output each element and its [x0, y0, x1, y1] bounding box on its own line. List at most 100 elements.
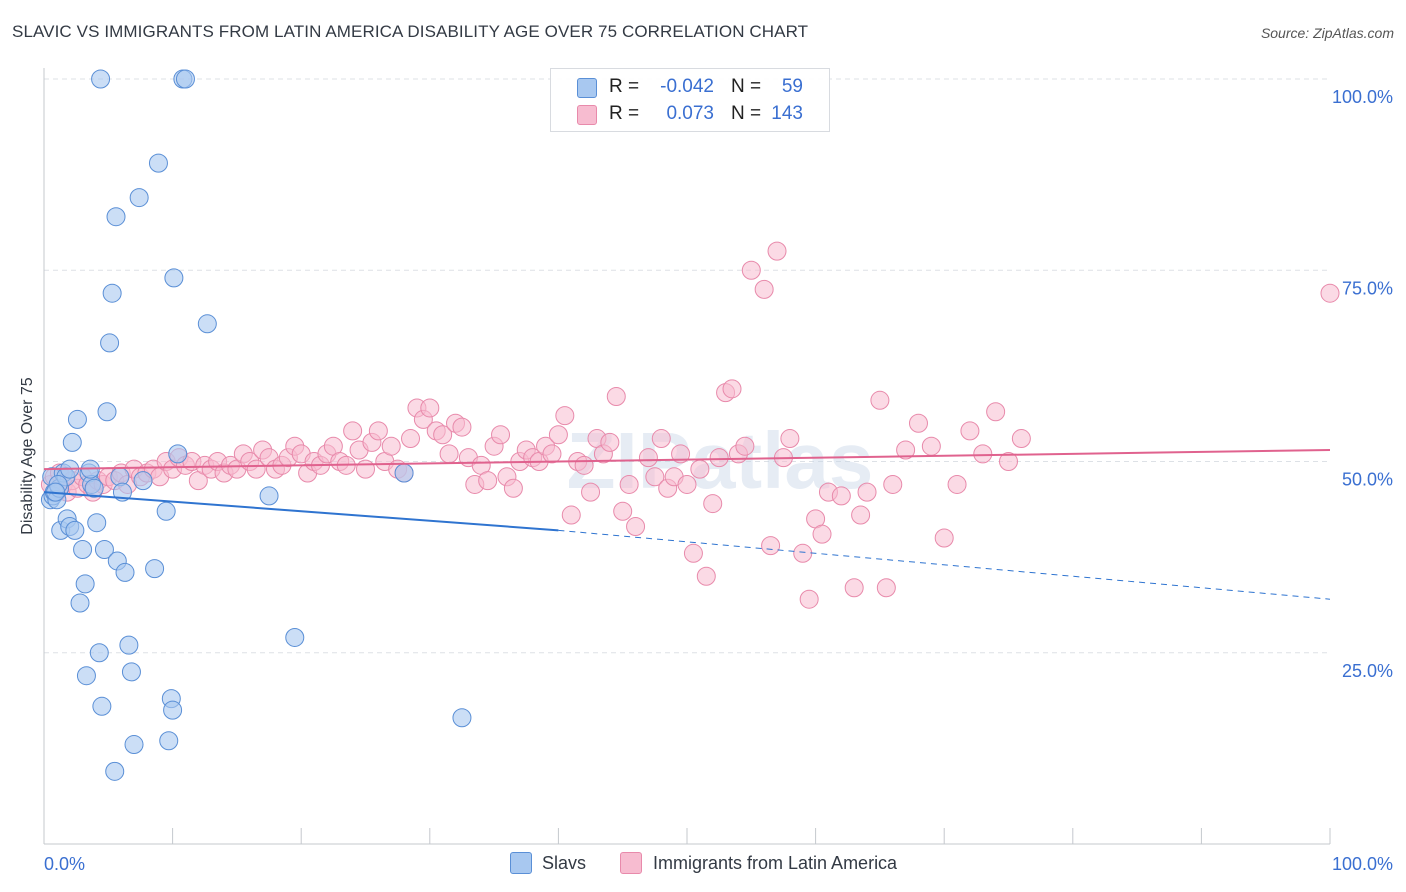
correlation-legend: R = -0.042 N = 59 R = 0.073 N = 143 [550, 68, 830, 132]
slavs-point [285, 627, 305, 647]
latin-america-point [793, 543, 813, 563]
latin-america-point [452, 417, 472, 437]
latin-america-point [703, 494, 723, 514]
slavs-point [67, 409, 87, 429]
slavs-point [84, 478, 104, 498]
latin-america-point [870, 390, 890, 410]
x-tick-label: 100.0% [1332, 854, 1393, 874]
legend-n-value: 59 [781, 76, 803, 97]
slavs-trend-extension [558, 529, 1331, 600]
latin-america-point [696, 566, 716, 586]
slavs-swatch [577, 78, 597, 98]
latin-america-point [857, 482, 877, 502]
latin-america-point [683, 543, 703, 563]
slavs-point [394, 463, 414, 483]
slavs-point [145, 559, 165, 579]
grid-layer [44, 78, 1330, 654]
latin-legend-label: Immigrants from Latin America [653, 853, 898, 873]
latin-america-trend-line [43, 449, 1331, 471]
latin-america-point [735, 436, 755, 456]
slavs-swatch [510, 852, 532, 874]
slavs-point [159, 731, 179, 751]
slavs-point [91, 69, 111, 89]
latin-america-point [831, 486, 851, 506]
latin-america-point [638, 448, 658, 468]
latin-america-point [1320, 283, 1340, 303]
source-credit: Source: ZipAtlas.com [1260, 25, 1394, 41]
slavs-point [164, 268, 184, 288]
axis-layer [43, 68, 1331, 845]
slavs-point [65, 520, 85, 540]
latin-america-point [896, 440, 916, 460]
latin-swatch [577, 105, 597, 125]
latin-america-point [767, 241, 787, 261]
latin-america-point [947, 474, 967, 494]
latin-america-point [799, 589, 819, 609]
slavs-point [89, 643, 109, 663]
latin-america-point [574, 455, 594, 475]
y-tick-label: 50.0% [1342, 470, 1393, 490]
latin-swatch [620, 852, 642, 874]
latin-america-point [433, 425, 453, 445]
legend-r-value: 0.073 [666, 103, 714, 124]
latin-america-point [600, 432, 620, 452]
latin-america-point [503, 478, 523, 498]
trend-layer [43, 449, 1331, 600]
x-tick-label: 0.0% [44, 854, 85, 874]
legend-n-label: N = [731, 103, 762, 124]
latin-america-point [368, 421, 388, 441]
slavs-point [87, 513, 107, 533]
latin-america-point [555, 406, 575, 426]
latin-america-point [613, 501, 633, 521]
slavs-point [259, 486, 279, 506]
legend-r-label: R = [609, 103, 640, 124]
slavs-point [70, 593, 90, 613]
latin-america-point [973, 444, 993, 464]
slavs-point [163, 700, 183, 720]
legend-n-label: N = [731, 76, 762, 97]
latin-america-point [677, 474, 697, 494]
x-tick-labels: 0.0% 100.0% [44, 854, 1393, 874]
latin-america-point [619, 474, 639, 494]
chart-title: SLAVIC VS IMMIGRANTS FROM LATIN AMERICA … [12, 22, 809, 41]
legend-row-latin: R = 0.073 N = 143 [551, 101, 829, 127]
slavs-point [97, 402, 117, 422]
latin-america-point [381, 436, 401, 456]
latin-america-point [491, 425, 511, 445]
y-tick-labels: 25.0% 50.0% 75.0% 100.0% [1332, 87, 1393, 681]
latin-america-point [542, 444, 562, 464]
slavs-point [121, 662, 141, 682]
latin-america-point [606, 386, 626, 406]
latin-america-point [812, 524, 832, 544]
latin-america-point [986, 402, 1006, 422]
latin-america-point [561, 505, 581, 525]
slavs-point [76, 666, 96, 686]
latin-america-point [851, 505, 871, 525]
slavs-legend-label: Slavs [542, 853, 587, 873]
latin-america-point [741, 260, 761, 280]
latin-america-point [439, 444, 459, 464]
y-tick-label: 100.0% [1332, 87, 1393, 107]
latin-america-point [626, 517, 646, 537]
latin-america-point [401, 429, 421, 449]
slavs-point [197, 314, 217, 334]
latin-america-point [844, 578, 864, 598]
latin-america-point [883, 474, 903, 494]
slavs-point [62, 432, 82, 452]
latin-america-point [921, 436, 941, 456]
slavs-point [129, 188, 149, 208]
slavs-point [102, 283, 122, 303]
latin-america-point [651, 429, 671, 449]
y-tick-label: 25.0% [1342, 661, 1393, 681]
latin-america-point [709, 448, 729, 468]
slavs-trend-line [43, 491, 559, 532]
slavs-point [94, 539, 114, 559]
latin-america-point [246, 459, 266, 479]
slavs-point [124, 735, 144, 755]
latin-america-point [690, 459, 710, 479]
legend-r-value: -0.042 [660, 76, 714, 97]
latin-america-point [671, 444, 691, 464]
slavs-point [73, 539, 93, 559]
latin-america-point [722, 379, 742, 399]
slavs-points [40, 69, 472, 781]
